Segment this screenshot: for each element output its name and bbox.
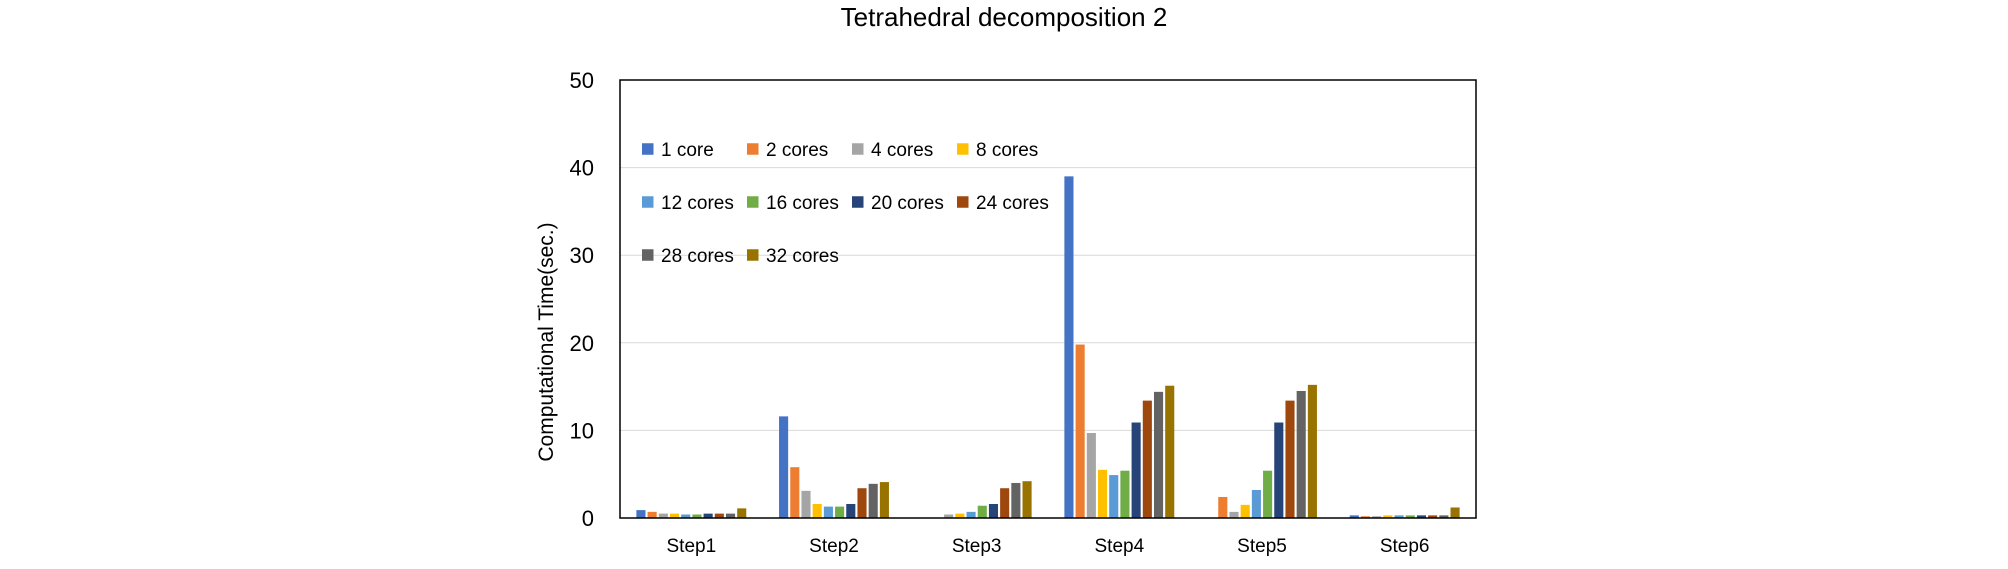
y-tick-label: 50	[570, 68, 594, 93]
bar	[1120, 470, 1130, 518]
x-tick-label: Step6	[1380, 536, 1430, 557]
legend-swatch	[957, 143, 969, 155]
bar	[647, 511, 657, 518]
x-tick-label: Step5	[1237, 536, 1287, 557]
bar	[1372, 516, 1382, 518]
bar	[1416, 515, 1427, 518]
bar	[955, 513, 965, 518]
bar	[703, 513, 713, 518]
x-tick-label: Step2	[809, 536, 859, 557]
x-tick-label: Step1	[667, 536, 717, 557]
bar	[1097, 469, 1108, 518]
bar	[1229, 511, 1239, 518]
bar	[1263, 470, 1273, 518]
bar	[1011, 482, 1021, 518]
bar	[823, 506, 833, 518]
bar	[812, 503, 822, 518]
bar	[681, 514, 691, 518]
legend-label: 2 cores	[766, 140, 828, 161]
legend-swatch	[642, 143, 654, 155]
bar	[1109, 475, 1119, 518]
legend-swatch	[642, 249, 654, 261]
bar	[1086, 433, 1096, 518]
bar	[737, 508, 747, 518]
bar	[1240, 504, 1250, 518]
legend-swatch	[747, 143, 759, 155]
bar	[988, 503, 999, 518]
legend-label: 8 cores	[976, 140, 1038, 161]
x-tick-label: Step3	[952, 536, 1002, 557]
legend-label: 28 cores	[661, 246, 734, 267]
bar	[977, 505, 987, 518]
bar	[1394, 515, 1404, 518]
bar	[1360, 516, 1371, 518]
bar	[636, 510, 646, 518]
bar	[835, 506, 845, 518]
bar	[725, 513, 736, 518]
legend-label: 24 cores	[976, 193, 1049, 214]
bar	[857, 488, 867, 518]
bar	[1307, 384, 1317, 518]
legend-swatch	[747, 196, 759, 208]
bar	[658, 513, 668, 518]
gridlines	[620, 167, 1476, 431]
bar	[714, 513, 724, 518]
bar	[1285, 400, 1295, 518]
bar	[868, 483, 878, 518]
bar	[944, 514, 954, 518]
bar	[669, 513, 680, 518]
legend-swatch	[642, 196, 654, 208]
bar	[1251, 489, 1261, 518]
y-tick-label: 10	[570, 418, 594, 443]
legend-label: 16 cores	[766, 193, 839, 214]
plot-area-frame	[619, 79, 1477, 519]
legend-label: 32 cores	[766, 246, 839, 267]
legend-swatch	[852, 143, 864, 155]
bar	[692, 514, 702, 518]
bar	[1153, 391, 1164, 518]
legend-label: 20 cores	[871, 193, 944, 214]
bar	[1383, 515, 1393, 518]
bar	[1142, 400, 1152, 518]
y-axis-label: Computational Time(sec.)	[535, 222, 558, 461]
bar	[1405, 515, 1415, 518]
chart-title: Tetrahedral decomposition 2	[841, 2, 1168, 32]
x-tick-label: Step4	[1095, 536, 1145, 557]
bar	[1428, 515, 1438, 518]
bar	[846, 503, 856, 518]
legend-label: 4 cores	[871, 140, 933, 161]
bar	[779, 416, 789, 518]
legend: 1 core 2 cores 4 cores 8 cores 12 cores 16 co…	[642, 140, 1049, 267]
bar	[1450, 507, 1460, 518]
bar	[790, 467, 800, 518]
bar	[801, 490, 811, 518]
legend-label: 1 core	[661, 140, 714, 161]
y-tick-label: 30	[570, 243, 594, 268]
bar	[1022, 481, 1032, 518]
bar	[1439, 515, 1449, 518]
y-tick-label: 40	[570, 156, 594, 181]
bar	[966, 511, 976, 518]
bar	[1165, 385, 1175, 518]
bar	[1274, 422, 1284, 518]
bar	[1000, 488, 1010, 518]
bar	[1218, 496, 1228, 518]
bars	[636, 176, 1460, 519]
legend-swatch	[852, 196, 864, 208]
bar	[879, 482, 889, 518]
x-axis-ticks: Step1 Step2 Step3 Step4 Step5 Step6	[667, 536, 1430, 557]
bar	[1075, 344, 1085, 518]
legend-swatch	[747, 249, 759, 261]
bar	[1131, 422, 1141, 518]
bar	[1349, 515, 1359, 518]
legend-swatch	[957, 196, 969, 208]
y-tick-label: 0	[582, 506, 594, 531]
bar	[1296, 390, 1306, 518]
legend-label: 12 cores	[661, 193, 734, 214]
y-tick-label: 20	[570, 331, 594, 356]
bar	[1064, 176, 1074, 519]
y-axis-ticks: 0 10 20 30 40 50	[570, 68, 594, 531]
